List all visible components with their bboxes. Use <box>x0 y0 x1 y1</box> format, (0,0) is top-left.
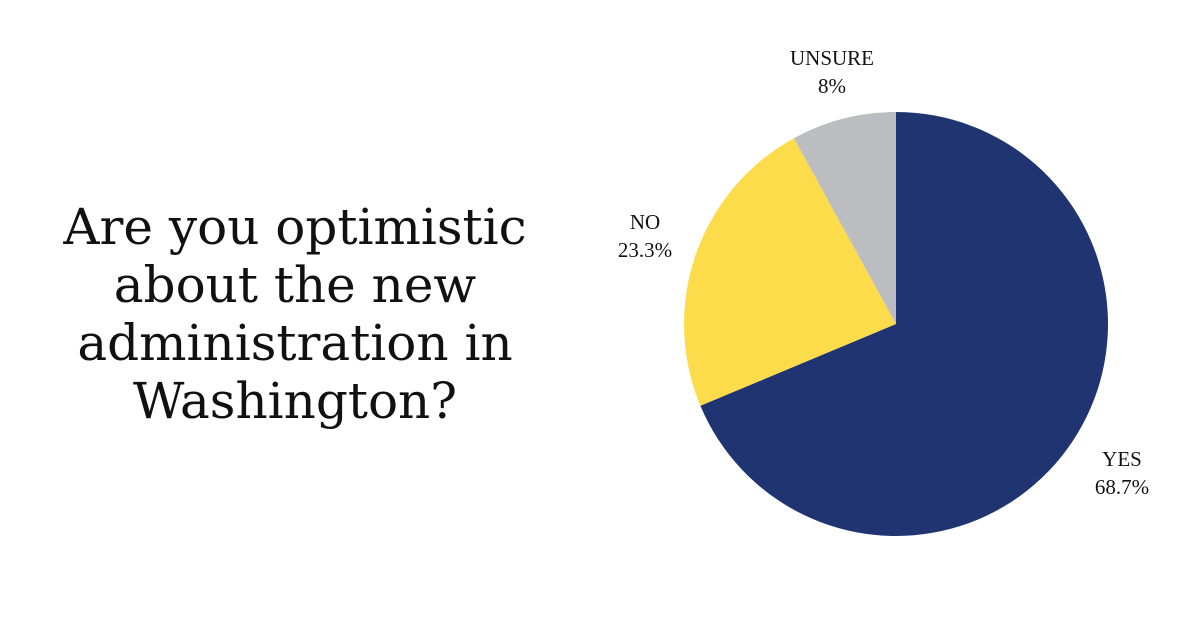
question-line-3: administration in <box>77 314 513 372</box>
slice-value-unsure: 8% <box>818 74 846 98</box>
poll-question: Are you optimistic about the new adminis… <box>40 198 550 430</box>
slice-label-no: NO <box>630 210 660 234</box>
pie-slice-unsure <box>793 112 896 324</box>
slice-value-no: 23.3% <box>618 238 672 262</box>
question-line-1: Are you optimistic <box>63 198 527 256</box>
pie-slice-no <box>683 138 896 406</box>
pie-slice-yes <box>700 112 1108 536</box>
slice-label-yes: YES <box>1102 447 1142 471</box>
slice-label-unsure: UNSURE <box>790 46 874 70</box>
slice-value-yes: 68.7% <box>1095 475 1149 499</box>
question-line-2: about the new <box>113 256 477 314</box>
question-line-4: Washington? <box>132 372 458 430</box>
